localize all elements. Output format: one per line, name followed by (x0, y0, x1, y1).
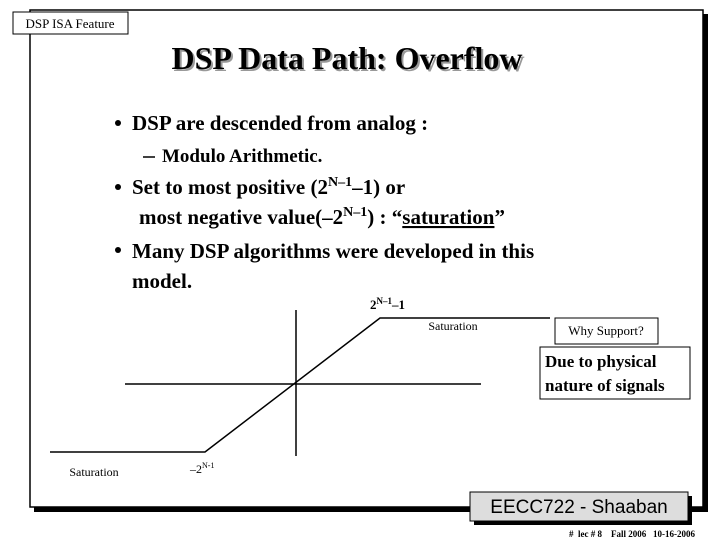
saturation-curve (50, 317, 550, 453)
superscript: N–1 (377, 296, 393, 306)
footer-box (469, 491, 689, 522)
bullet-text: model. (132, 269, 192, 293)
reason-text: nature of signals (545, 376, 665, 395)
sub-bullet-text: Modulo Arithmetic. (162, 146, 322, 167)
text: –2 (189, 462, 202, 476)
text: ” (494, 205, 505, 229)
bullet (115, 120, 121, 126)
text: most negative value(–2 (139, 205, 343, 229)
reason-text: Due to physical (545, 352, 657, 371)
bullet (115, 247, 121, 253)
saturation-label: Saturation (428, 319, 477, 333)
text: –1) or (351, 175, 405, 199)
text: saturation (402, 205, 494, 229)
bullet-text: most negative value(–2N–1) : “saturation… (139, 205, 505, 229)
frame (29, 9, 704, 508)
text: Set to most positive (2 (132, 175, 328, 199)
why-box (554, 317, 659, 345)
superscript: N–1 (343, 205, 367, 220)
tag: DSP ISA Feature (25, 16, 114, 31)
min-label: –2N-1 (189, 461, 214, 476)
bullet-text: Set to most positive (2N–1–1) or (132, 175, 405, 199)
text: –1 (391, 297, 405, 312)
tag-box (12, 11, 129, 35)
text: ) : “ (367, 205, 402, 229)
text: 2 (370, 297, 377, 312)
title: DSP Data Path: Overflow (171, 40, 522, 76)
saturation-label: Saturation (69, 465, 118, 479)
why-label: Why Support? (568, 323, 644, 338)
bullet (115, 184, 121, 190)
title-shadow: DSP Data Path: Overflow (173, 42, 524, 78)
max-label: 2N–1–1 (370, 296, 405, 312)
footer-note: # lec # 8 Fall 2006 10-16-2006 (569, 529, 695, 539)
bullet-text: DSP are descended from analog : (132, 111, 428, 135)
reason-box (539, 346, 691, 400)
footer-course: EECC722 - Shaaban (490, 497, 667, 518)
diagram (50, 310, 550, 456)
bullet-text: Many DSP algorithms were developed in th… (132, 239, 534, 263)
superscript: N–1 (328, 175, 352, 190)
superscript: N-1 (202, 461, 214, 470)
